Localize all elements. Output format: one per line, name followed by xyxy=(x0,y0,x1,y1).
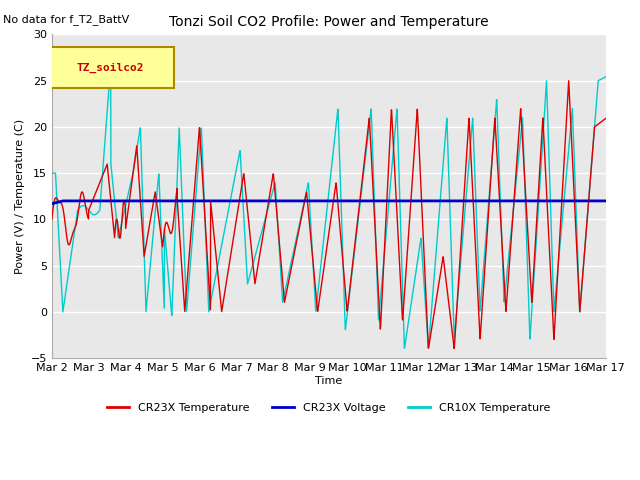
Title: Tonzi Soil CO2 Profile: Power and Temperature: Tonzi Soil CO2 Profile: Power and Temper… xyxy=(169,15,488,29)
Text: TZ_soilco2: TZ_soilco2 xyxy=(76,62,144,73)
X-axis label: Time: Time xyxy=(315,376,342,386)
FancyBboxPatch shape xyxy=(46,48,173,88)
Legend: CR23X Temperature, CR23X Voltage, CR10X Temperature: CR23X Temperature, CR23X Voltage, CR10X … xyxy=(102,398,555,418)
Text: No data for f_T2_BattV: No data for f_T2_BattV xyxy=(3,14,129,25)
Y-axis label: Power (V) / Temperature (C): Power (V) / Temperature (C) xyxy=(15,119,25,274)
